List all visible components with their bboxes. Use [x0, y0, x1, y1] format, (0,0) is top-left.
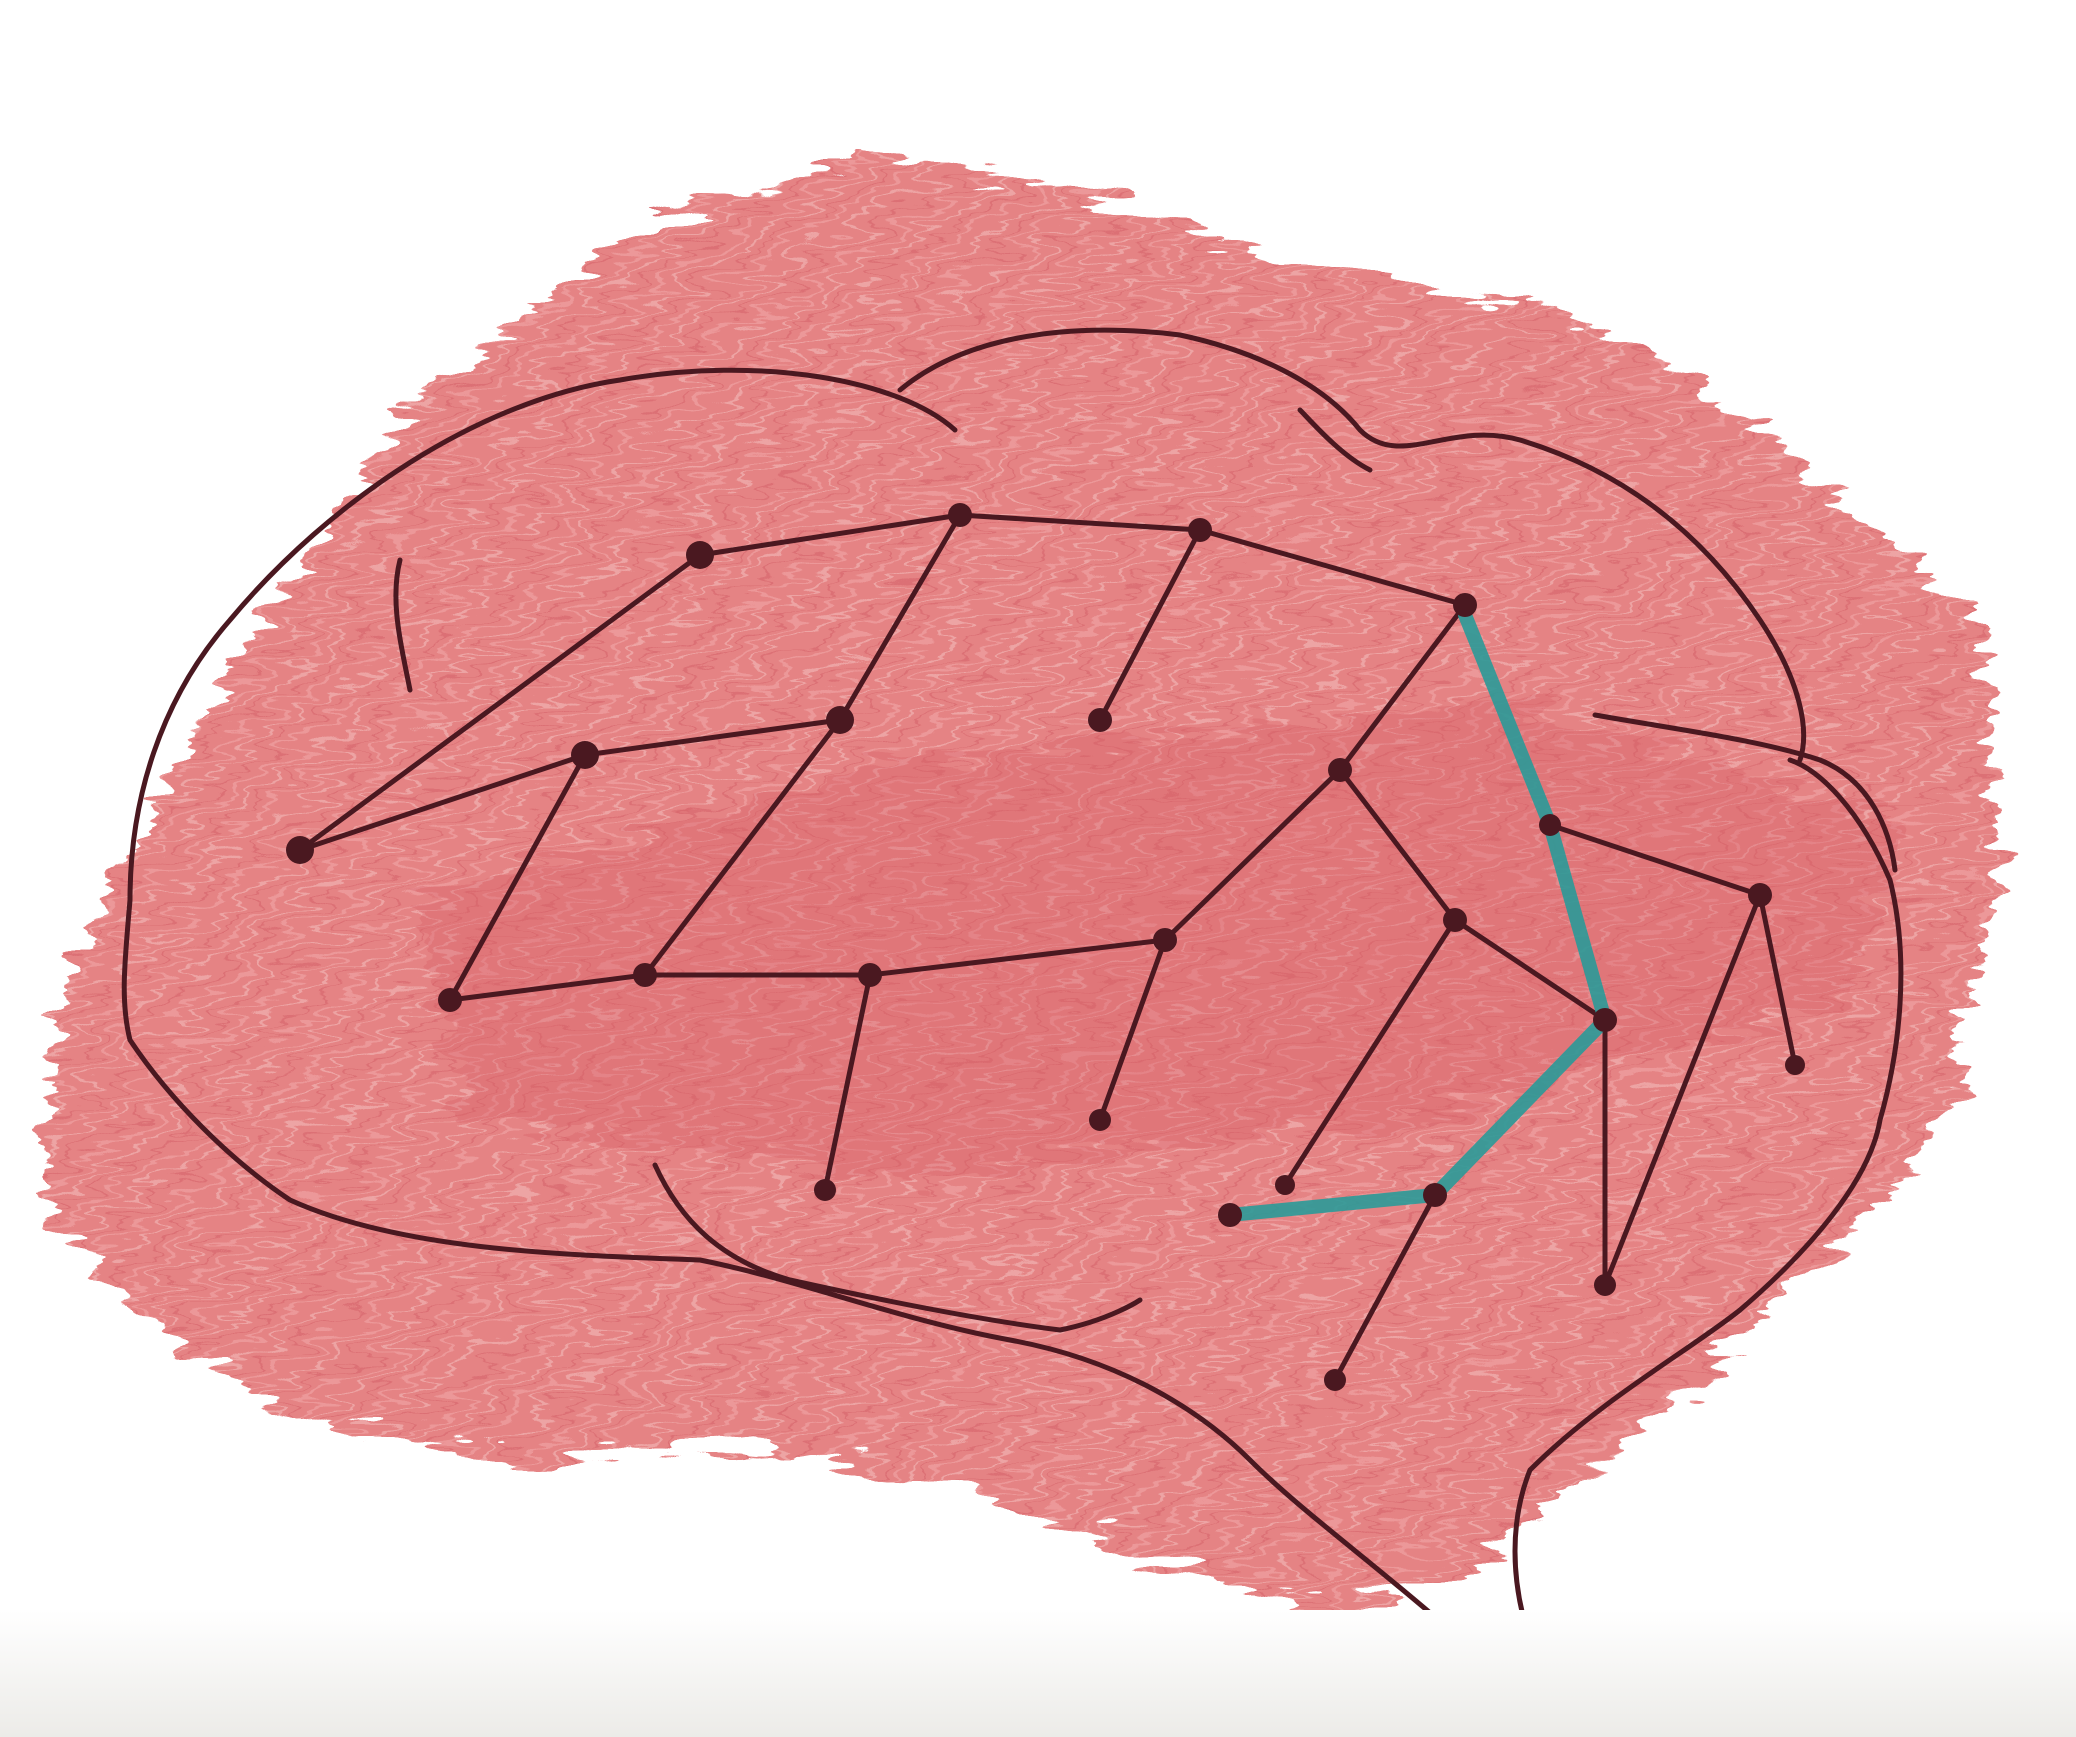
network-node — [826, 706, 854, 734]
network-node — [1089, 1109, 1111, 1131]
network-node — [948, 503, 972, 527]
network-node — [1328, 758, 1352, 782]
network-node — [1594, 1274, 1616, 1296]
network-node — [1218, 1203, 1242, 1227]
network-node — [286, 836, 314, 864]
paper-edge-shadow — [0, 1610, 2076, 1737]
shading-fill — [40, 150, 2000, 1620]
network-nodes — [286, 503, 1805, 1391]
network-node — [1539, 814, 1561, 836]
network-node — [1324, 1369, 1346, 1391]
network-edges — [297, 512, 1798, 1383]
network-node — [1188, 518, 1212, 542]
brain-contour — [121, 367, 1904, 1657]
network-node — [1785, 1055, 1805, 1075]
cerebellum-line — [1592, 712, 1898, 873]
network-node — [686, 541, 714, 569]
network-node — [1593, 1008, 1617, 1032]
network-node — [1153, 928, 1177, 952]
network-node — [571, 741, 599, 769]
network-node — [1275, 1175, 1295, 1195]
network-node — [1443, 908, 1467, 932]
top-fold — [1297, 407, 1373, 473]
frontal-lobe-arc — [897, 327, 1807, 763]
network-node — [1423, 1183, 1447, 1207]
network-node — [438, 988, 462, 1012]
brain-outline — [121, 327, 1904, 1657]
temporal-fold — [652, 1162, 1143, 1333]
network-node — [858, 963, 882, 987]
network-node — [1453, 593, 1477, 617]
network-node — [1748, 883, 1772, 907]
sulcus-left — [393, 557, 413, 693]
network-node — [814, 1179, 836, 1201]
network-node — [633, 963, 657, 987]
network-node — [1088, 708, 1112, 732]
